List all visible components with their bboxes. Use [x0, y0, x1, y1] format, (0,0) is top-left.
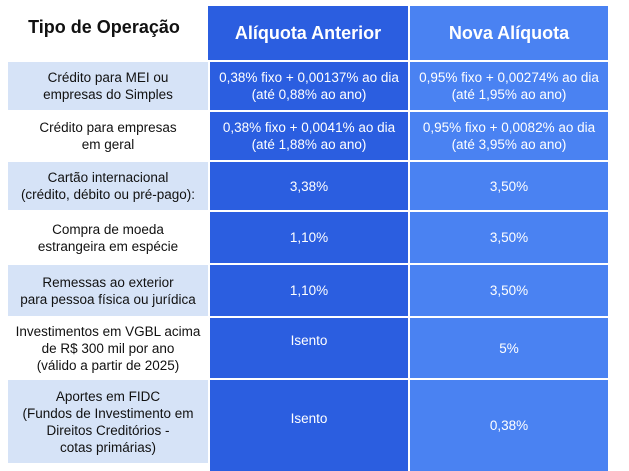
row-operation: Crédito para MEI ou empresas do Simples [8, 62, 208, 110]
table-row: Crédito para MEI ou empresas do Simples … [0, 60, 629, 110]
row-previous-rate: 3,38% [210, 162, 408, 210]
row-previous-rate: 1,10% [210, 212, 408, 263]
row-new-rate: 3,50% [410, 162, 608, 210]
row-previous-rate: Isento [210, 318, 408, 378]
row-previous-rate: Isento [210, 380, 408, 471]
row-operation: Remessas ao exterior para pessoa física … [8, 265, 208, 316]
row-new-rate: 3,50% [410, 212, 608, 263]
row-operation: Crédito para empresas em geral [39, 120, 177, 152]
row-previous-rate: 1,10% [210, 265, 408, 316]
header-new-rate: Nova Alíquota [410, 6, 608, 60]
row-previous-rate: 0,38% fixo + 0,00137% ao dia (até 0,88% … [210, 62, 408, 110]
header-operation-type: Tipo de Operação [0, 0, 208, 60]
row-previous-rate: 0,38% fixo + 0,0041% ao dia (até 1,88% a… [210, 112, 408, 160]
table-row: Compra de moeda estrangeira em espécie 1… [0, 210, 629, 263]
row-new-rate: 0,95% fixo + 0,00274% ao dia (até 1,95% … [410, 62, 608, 110]
table-row: Crédito para empresas em geral 0,38% fix… [0, 110, 629, 160]
row-operation: Compra de moeda estrangeira em espécie [37, 221, 179, 254]
table-row: Remessas ao exterior para pessoa física … [0, 263, 629, 316]
row-new-rate: 3,50% [410, 265, 608, 316]
table-header: Tipo de Operação Alíquota Anterior Nova … [0, 0, 629, 60]
table-row: Cartão internacional (crédito, débito ou… [0, 160, 629, 210]
header-previous-rate: Alíquota Anterior [208, 6, 408, 60]
row-operation: Aportes em FIDC (Fundos de Investimento … [8, 380, 208, 463]
row-operation: Investimentos em VGBL acima de R$ 300 mi… [15, 323, 201, 373]
row-new-rate: 0,95% fixo + 0,0082% ao dia (até 3,95% a… [410, 112, 608, 160]
row-new-rate: 0,38% [410, 380, 608, 471]
row-new-rate: 5% [410, 318, 608, 378]
table-row: Investimentos em VGBL acima de R$ 300 mi… [0, 316, 629, 378]
row-operation: Cartão internacional (crédito, débito ou… [8, 162, 208, 210]
table-row: Aportes em FIDC (Fundos de Investimento … [0, 378, 629, 471]
